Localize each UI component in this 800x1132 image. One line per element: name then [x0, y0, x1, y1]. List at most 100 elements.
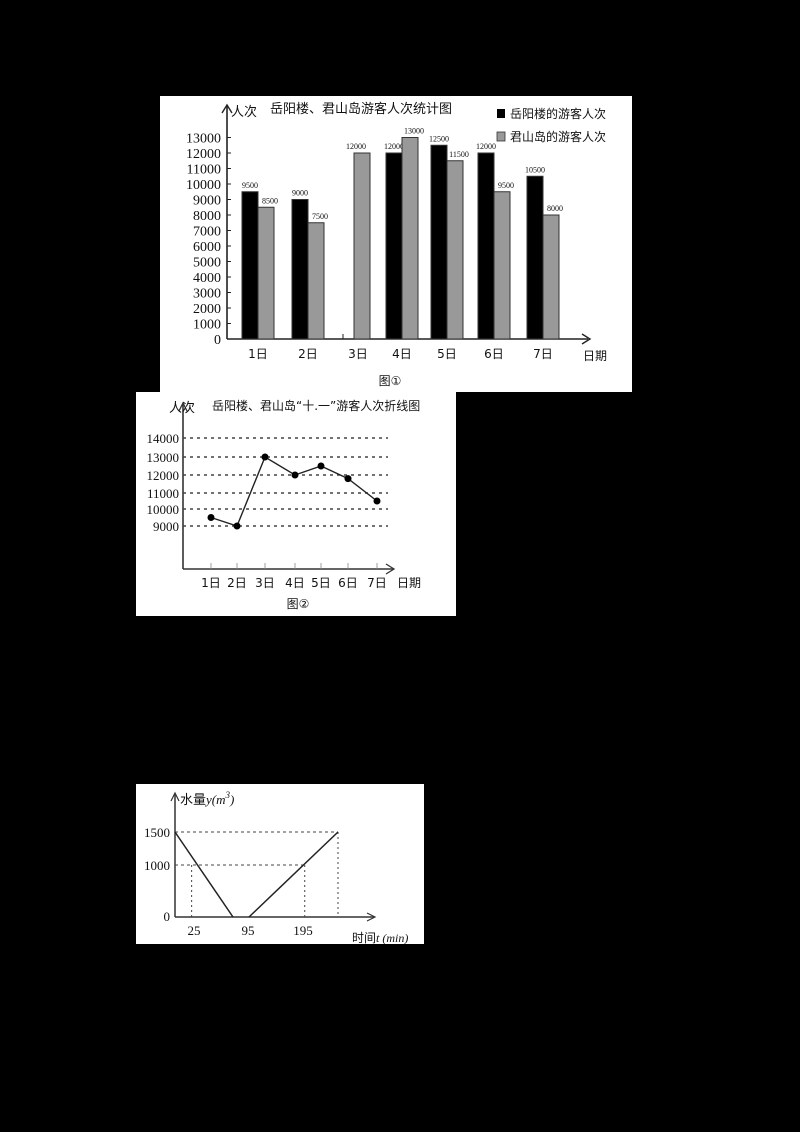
y-tick-label: 3000: [193, 287, 221, 302]
bar-junshan: [353, 152, 371, 340]
legend-label-junshan: 君山岛的游客人次: [510, 129, 606, 144]
x-axis-label: 日期: [397, 576, 421, 590]
y-tick-label: 2000: [193, 302, 221, 317]
x-axis-arrow-icon: [366, 912, 377, 922]
y-tick-label: 10000: [147, 502, 180, 517]
figure-3-water-volume-graph: 水量y(m3) 1500 1000 0 25 95 195 时间t (min): [136, 784, 424, 945]
data-line: [210, 455, 378, 527]
y-axis-arrow-icon: [170, 791, 180, 802]
y-tick-label: 12000: [147, 468, 180, 483]
y-tick-label: 10000: [186, 178, 221, 193]
x-tick-label: 25: [188, 923, 201, 938]
legend-swatch-black: [497, 109, 505, 118]
bar-value-label: 9500: [498, 181, 514, 190]
bar-junshan: [307, 222, 325, 340]
bar-value-label: 12000: [476, 142, 496, 151]
data-point: [373, 497, 381, 505]
y-axis-arrow-icon: [178, 401, 188, 412]
chart-title: 岳阳楼、君山岛游客人次统计图: [270, 101, 452, 117]
bar-yueyang: [385, 152, 403, 340]
data-point: [344, 475, 352, 483]
y-tick-label: 1000: [193, 318, 221, 333]
y-tick-label: 1500: [144, 825, 170, 840]
data-point: [207, 514, 215, 521]
x-tick-label: 3日: [348, 347, 368, 361]
bar-junshan: [257, 206, 275, 340]
x-axis-label: 时间t (min): [352, 931, 408, 945]
data-point: [233, 522, 241, 530]
bar-value-label: 8500: [262, 196, 278, 205]
bar-chart-svg: 人次 岳阳楼、君山岛游客人次统计图 010002000300040005000600…: [186, 101, 607, 388]
data-point: [317, 462, 325, 470]
y-tick-label: 13000: [186, 132, 221, 147]
y-tick-label: 11000: [187, 163, 221, 178]
y-tick-label: 5000: [193, 256, 221, 271]
y-tick-label: 12000: [186, 147, 221, 162]
y-tick-label: 4000: [193, 271, 221, 286]
bar-value-label: 8000: [547, 204, 563, 213]
x-tick-label: 7日: [367, 576, 387, 590]
data-point: [261, 453, 269, 461]
figure-caption: 图①: [379, 374, 402, 388]
figure-2-line-chart: 人次 岳阳楼、君山岛“十.一”游客人次折线图 9000 10000 11000 12000…: [136, 392, 456, 616]
y-axis-label: 人次: [169, 400, 195, 416]
bar-value-label: 9000: [292, 189, 308, 198]
bar-value-label: 7500: [312, 212, 328, 221]
y-tick-label: 0: [164, 909, 171, 924]
x-tick-label: 5日: [311, 576, 331, 590]
x-axis-arrow-icon: [385, 563, 396, 575]
y-tick-label: 7000: [193, 225, 221, 240]
water-graph-svg: 水量y(m3) 1500 1000 0 25 95 195 时间t (min): [144, 790, 408, 945]
bar-value-label: 11500: [449, 150, 469, 159]
x-tick-label: 195: [293, 923, 313, 938]
y-tick-label: 9000: [193, 194, 221, 209]
y-axis-label: 水量y(m3): [180, 790, 234, 808]
y-axis-arrow-icon: [221, 103, 233, 114]
bar-yueyang: [430, 144, 448, 340]
bar-junshan: [493, 191, 511, 340]
bar-value-label: 12000: [384, 142, 404, 151]
bar-value-label: 13000: [404, 127, 424, 136]
y-tick-label: 6000: [193, 240, 221, 255]
bar-yueyang: [241, 191, 259, 340]
x-tick-label: 95: [242, 923, 255, 938]
bar-junshan: [401, 137, 419, 340]
bar-junshan: [542, 214, 560, 340]
x-tick-label: 6日: [484, 347, 504, 361]
legend-label-yueyang: 岳阳楼的游客人次: [510, 106, 606, 121]
data-point: [291, 471, 299, 479]
bar-value-label: 9500: [242, 181, 258, 190]
x-axis-arrow-icon: [581, 333, 592, 345]
y-tick-label: 0: [214, 333, 221, 348]
x-tick-label: 6日: [338, 576, 358, 590]
x-tick-label: 1日: [201, 576, 221, 590]
y-tick-label: 1000: [144, 858, 170, 873]
x-tick-label: 2日: [227, 576, 247, 590]
x-tick-label: 7日: [533, 347, 553, 361]
bar-value-label: 10500: [525, 165, 545, 174]
x-tick-label: 1日: [248, 347, 268, 361]
segment-filling: [248, 831, 339, 918]
y-tick-label: 14000: [147, 431, 180, 446]
bar-yueyang: [526, 175, 544, 340]
x-tick-label: 4日: [285, 576, 305, 590]
figure-caption: 图②: [287, 597, 310, 611]
x-tick-label: 5日: [437, 347, 457, 361]
chart-title: 岳阳楼、君山岛“十.一”游客人次折线图: [212, 398, 420, 413]
bar-yueyang: [291, 199, 309, 340]
y-tick-label: 9000: [153, 519, 179, 534]
y-axis-label: 人次: [231, 104, 257, 120]
y-tick-label: 8000: [193, 209, 221, 224]
legend-swatch-gray: [496, 131, 506, 142]
bar-value-label: 12500: [429, 134, 449, 143]
bar-value-label: 12000: [346, 142, 366, 151]
figure-1-bar-chart: 人次 岳阳楼、君山岛游客人次统计图 0 1000 2000 3000 4000 5000 600…: [160, 96, 632, 392]
bar-yueyang: [477, 152, 495, 340]
y-tick-label: 11000: [147, 486, 179, 501]
y-tick-label: 13000: [147, 450, 180, 465]
x-tick-label: 3日: [255, 576, 275, 590]
segment-draining: [174, 831, 234, 918]
bar-junshan: [446, 160, 464, 340]
x-tick-label: 2日: [298, 347, 318, 361]
